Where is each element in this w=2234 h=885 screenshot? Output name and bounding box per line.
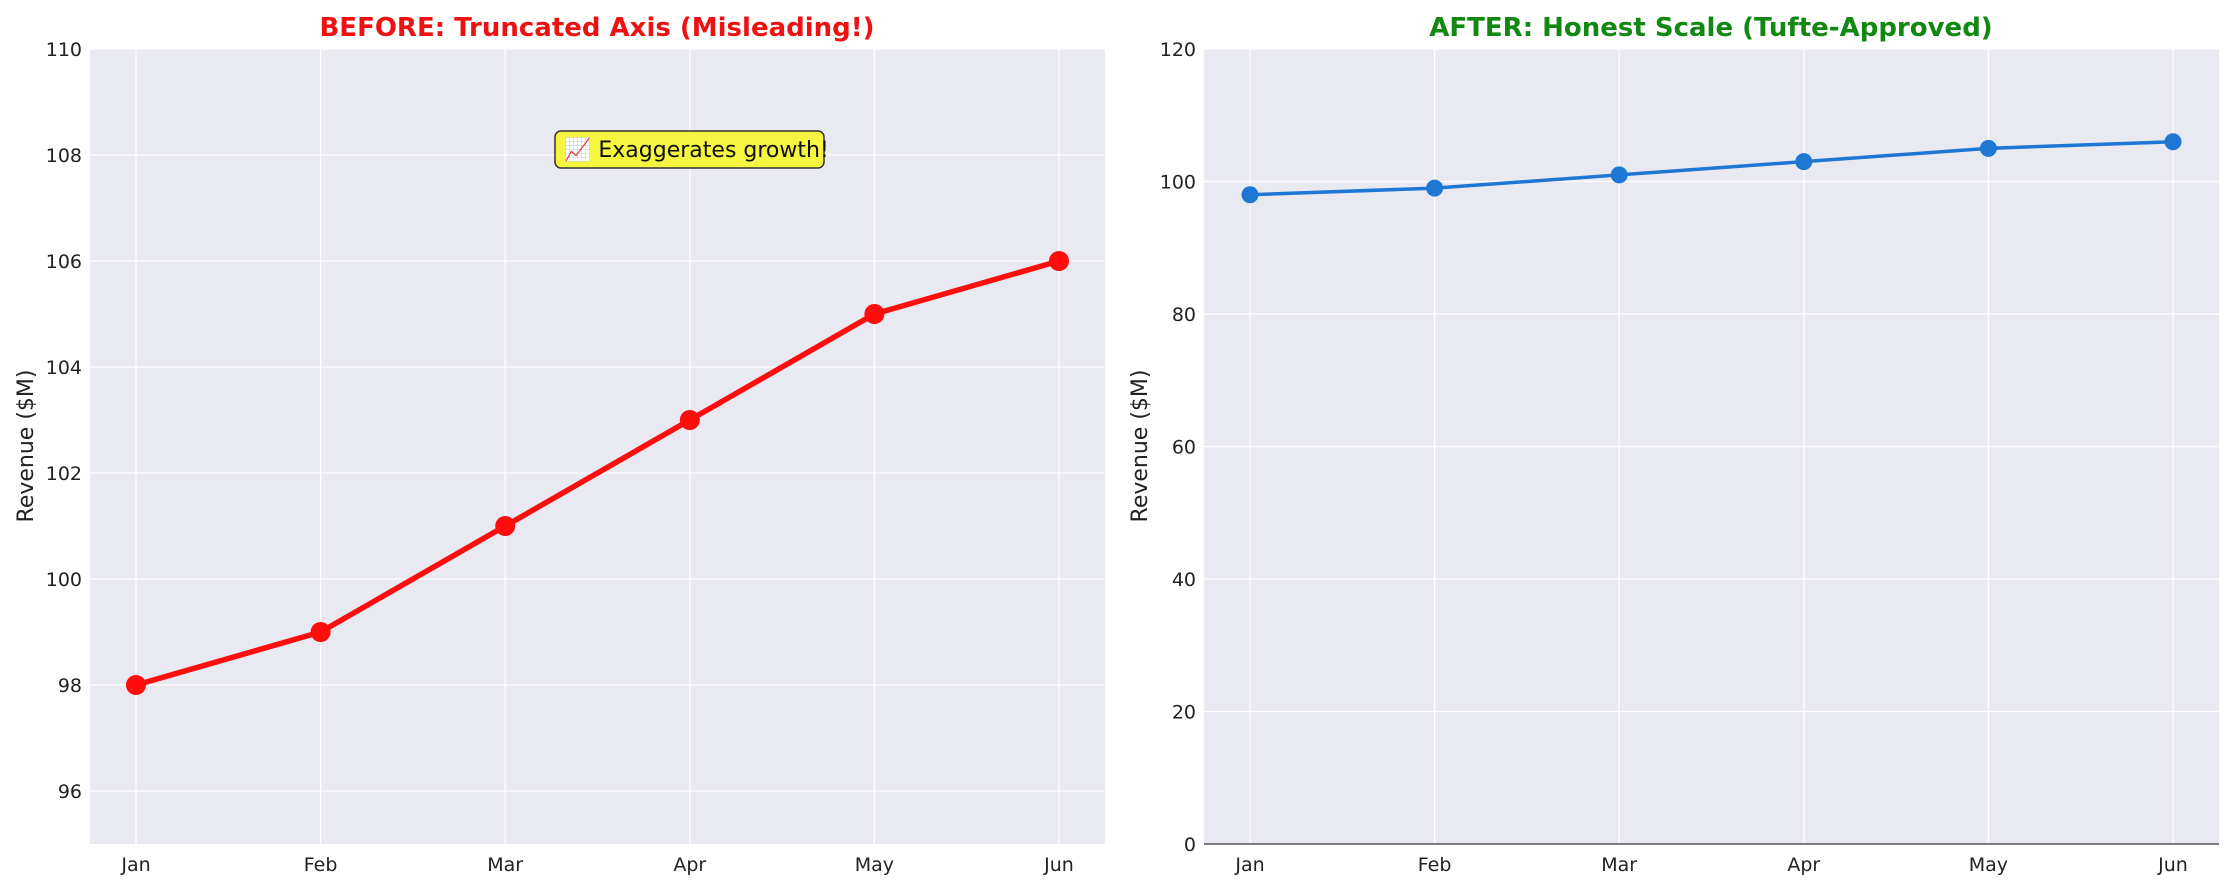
data-point	[1049, 251, 1069, 271]
x-tick-label: Jan	[120, 854, 150, 876]
y-tick-label: 106	[46, 251, 82, 273]
x-tick-label: May	[1969, 854, 2008, 876]
y-tick-label: 20	[1172, 702, 1196, 724]
x-tick-label: Jan	[1234, 854, 1264, 876]
data-point	[1795, 153, 1813, 171]
y-ticks-before: 96 98 100 102 104 106 108 110	[46, 39, 82, 803]
chart-title-after: AFTER: Honest Scale (Tufte-Approved)	[1429, 13, 1992, 43]
y-tick-label: 98	[58, 675, 82, 697]
y-tick-label: 110	[46, 39, 82, 61]
series-after	[1241, 133, 2182, 204]
y-tick-label: 96	[58, 781, 82, 803]
series-line	[133, 258, 1062, 688]
data-point	[310, 622, 331, 642]
data-point	[2164, 133, 2182, 151]
data-point	[495, 516, 516, 536]
y-tick-label: 60	[1172, 437, 1196, 459]
annotation-background	[554, 130, 825, 169]
x-tick-label: Jun	[1043, 854, 1074, 876]
data-point	[864, 304, 885, 324]
x-tick-label: Mar	[487, 854, 523, 876]
y-tick-label: 80	[1172, 304, 1196, 326]
y-tick-label: 120	[1160, 39, 1196, 61]
data-point	[1979, 139, 1997, 157]
plot-area-before	[90, 49, 1105, 844]
chart-after: AFTER: Honest Scale (Tufte-Approved) Rev…	[1128, 13, 2219, 876]
chart-title-before: BEFORE: Truncated Axis (Misleading!)	[319, 13, 874, 43]
x-ticks-after: Jan Feb Mar Apr May Jun	[1234, 854, 2187, 876]
gridlines-after	[1204, 48, 2219, 845]
y-axis-label-before: Revenue ($M)	[14, 370, 39, 523]
y-tick-label: 100	[1160, 172, 1196, 194]
data-point	[1426, 179, 1444, 197]
series-line	[1248, 140, 2175, 197]
y-axis-label-after: Revenue ($M)	[1128, 370, 1153, 523]
y-tick-label: 102	[46, 463, 82, 485]
x-tick-label: May	[855, 854, 894, 876]
y-tick-label: 100	[46, 569, 82, 591]
y-tick-label: 0	[1184, 834, 1196, 856]
y-tick-label: 40	[1172, 569, 1196, 591]
annotation-box: 📈 Exaggerates growth!	[554, 130, 829, 169]
x-ticks-before: Jan Feb Mar Apr May Jun	[120, 854, 1073, 876]
x-tick-label: Apr	[1787, 854, 1820, 876]
x-tick-label: Mar	[1601, 854, 1637, 876]
x-tick-label: Apr	[673, 854, 706, 876]
gridlines-before	[90, 48, 1105, 844]
y-tick-label: 108	[46, 145, 82, 167]
series-before	[126, 251, 1069, 695]
y-tick-label: 104	[46, 357, 82, 379]
x-tick-label: Feb	[304, 854, 338, 876]
data-point	[1610, 166, 1628, 184]
chart-before: BEFORE: Truncated Axis (Misleading!) Rev…	[14, 13, 1105, 876]
data-point	[679, 410, 700, 430]
x-tick-label: Jun	[2157, 854, 2188, 876]
data-point	[1241, 186, 1259, 204]
data-point	[126, 675, 146, 695]
y-ticks-after: 0 20 40 60 80 100 120	[1160, 39, 1196, 856]
x-tick-label: Feb	[1418, 854, 1452, 876]
annotation-text: 📈 Exaggerates growth!	[564, 137, 829, 163]
